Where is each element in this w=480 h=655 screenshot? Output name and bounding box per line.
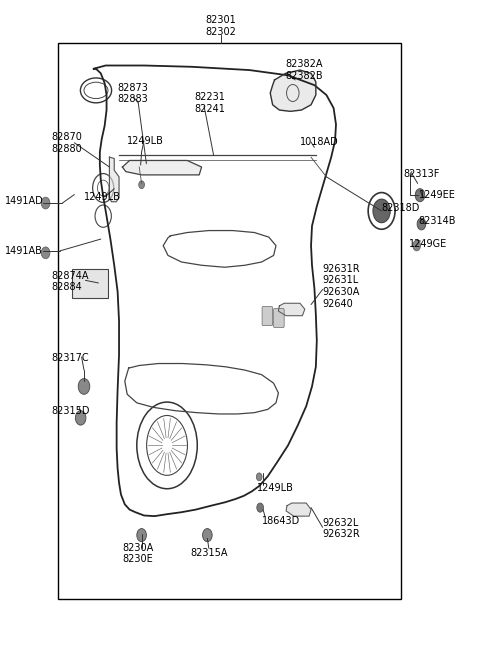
Circle shape: [417, 218, 426, 230]
Text: 82873
82883: 82873 82883: [118, 83, 148, 104]
Text: 1249EE: 1249EE: [419, 189, 456, 200]
Text: 82231
82241: 82231 82241: [194, 92, 225, 113]
Circle shape: [373, 199, 390, 223]
Text: 1249LB: 1249LB: [84, 191, 121, 202]
Circle shape: [41, 197, 50, 209]
Polygon shape: [122, 160, 202, 175]
Polygon shape: [286, 503, 311, 516]
Circle shape: [137, 529, 146, 542]
Text: 82313F: 82313F: [403, 168, 440, 179]
Text: 82870
82880: 82870 82880: [52, 132, 83, 153]
Text: 1249LB: 1249LB: [257, 483, 294, 493]
Text: 82315A: 82315A: [190, 548, 228, 559]
Text: 82314B: 82314B: [419, 215, 456, 226]
Text: 92631R
92631L
92630A
92640: 92631R 92631L 92630A 92640: [323, 264, 360, 309]
Circle shape: [139, 181, 144, 189]
Text: 1491AB: 1491AB: [5, 246, 43, 256]
Circle shape: [41, 247, 50, 259]
Text: 82318D: 82318D: [382, 202, 420, 213]
Text: 1018AD: 1018AD: [300, 137, 339, 147]
Text: 82315D: 82315D: [52, 405, 90, 416]
Text: 18643D: 18643D: [262, 515, 300, 526]
Circle shape: [78, 379, 90, 394]
Circle shape: [257, 503, 264, 512]
Text: 8230A
8230E: 8230A 8230E: [122, 543, 154, 564]
Text: 82874A
82884: 82874A 82884: [52, 271, 89, 292]
Circle shape: [256, 473, 262, 481]
Circle shape: [415, 189, 425, 202]
Polygon shape: [278, 303, 305, 316]
Circle shape: [75, 411, 86, 425]
FancyBboxPatch shape: [72, 269, 108, 298]
Text: 1249LB: 1249LB: [127, 136, 164, 146]
Circle shape: [413, 240, 420, 251]
Polygon shape: [109, 157, 119, 202]
FancyBboxPatch shape: [274, 309, 284, 328]
Text: 1249GE: 1249GE: [409, 238, 447, 249]
Circle shape: [203, 529, 212, 542]
Text: 92632L
92632R: 92632L 92632R: [323, 518, 360, 539]
Text: 1491AD: 1491AD: [5, 196, 44, 206]
FancyBboxPatch shape: [262, 307, 273, 326]
Text: 82301
82302: 82301 82302: [205, 16, 236, 37]
Polygon shape: [270, 70, 316, 111]
Text: 82317C: 82317C: [52, 353, 89, 364]
Text: 82382A
82382B: 82382A 82382B: [286, 60, 323, 81]
Bar: [58, 43, 401, 599]
